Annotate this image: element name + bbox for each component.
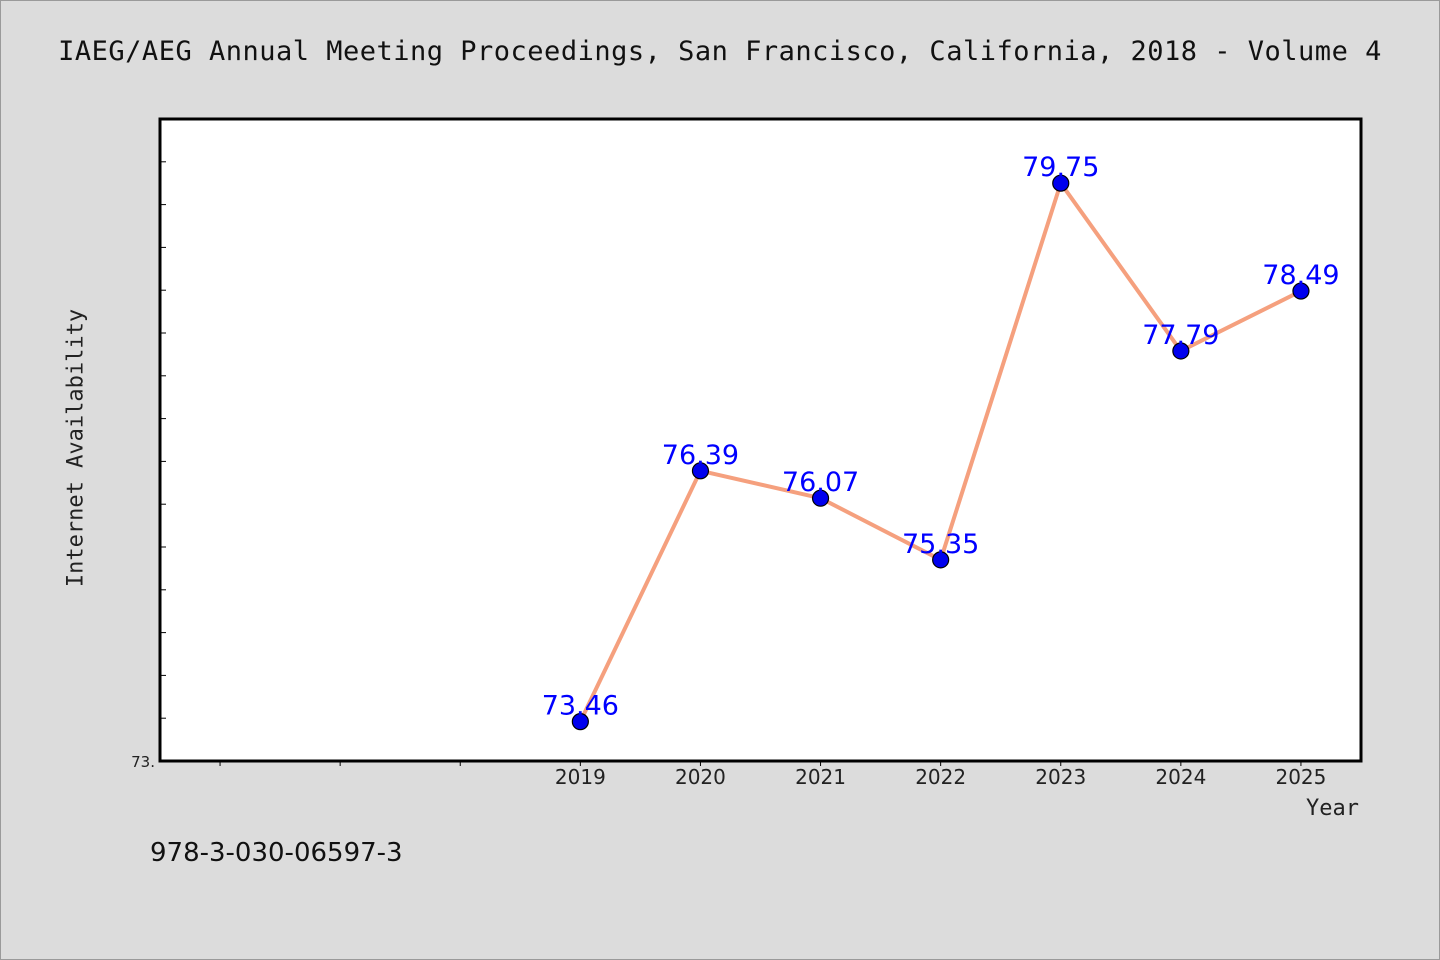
chart-title: IAEG/AEG Annual Meeting Proceedings, San… <box>58 36 1382 67</box>
x-tick-label: 2023 <box>1035 765 1086 789</box>
plot-area <box>158 117 1363 763</box>
data-label: 79.75 <box>1022 152 1099 183</box>
x-tick-label: 2022 <box>915 765 966 789</box>
x-axis-label: Year <box>1306 796 1359 821</box>
isbn-text: 978-3-030-06597-3 <box>150 838 403 868</box>
data-point <box>1172 342 1190 360</box>
data-point <box>1052 174 1070 192</box>
x-axis-ticks <box>219 761 1302 766</box>
y-axis-ticks <box>160 161 166 719</box>
data-point <box>1292 282 1310 300</box>
data-label: 76.07 <box>782 467 859 498</box>
data-label: 75.35 <box>902 529 979 560</box>
y-tick-label: 73. <box>131 753 155 771</box>
data-point <box>811 489 830 507</box>
data-point <box>932 551 950 569</box>
data-point <box>571 713 589 731</box>
x-axis-tick-labels: 2019 2020 2021 2022 2023 2024 2025 <box>555 765 1327 789</box>
data-label: 78.49 <box>1262 260 1339 291</box>
data-label: 76.39 <box>662 440 739 471</box>
data-label: 77.79 <box>1142 320 1219 351</box>
x-tick-label: 2024 <box>1155 765 1206 789</box>
data-point <box>691 462 710 480</box>
x-tick-label: 2021 <box>795 765 846 789</box>
data-label: 73.46 <box>542 691 619 722</box>
series-layer: 73.46 76.39 76.07 75.35 79.75 77.79 78.49 <box>542 152 1340 731</box>
x-tick-label: 2025 <box>1275 765 1326 789</box>
x-tick-label: 2020 <box>675 765 726 789</box>
x-tick-label: 2019 <box>555 765 606 789</box>
y-axis-label: Internet Availability <box>63 308 89 588</box>
